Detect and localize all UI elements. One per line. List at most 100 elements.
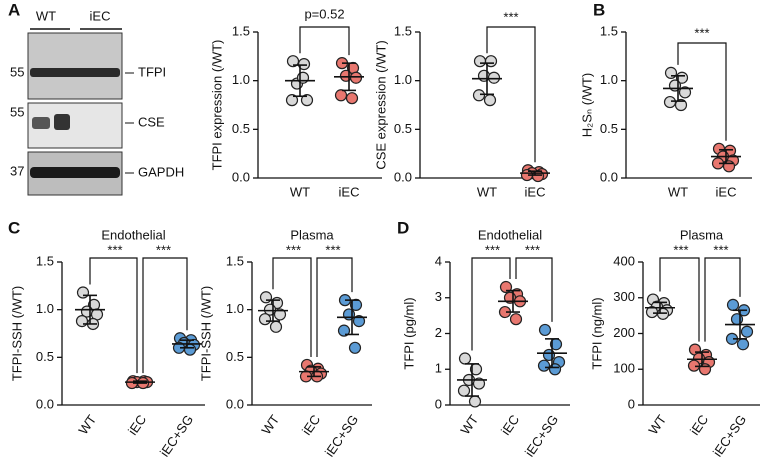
- chart-title: Endothelial: [101, 227, 165, 242]
- data-point: [663, 95, 677, 109]
- error-bar: [293, 64, 307, 98]
- y-tick-label: 100: [613, 361, 635, 376]
- significance-bracket: [142, 257, 188, 374]
- x-tick-label: WT: [258, 412, 282, 437]
- data-point: [468, 395, 482, 408]
- y-axis-label: TFPI-SSH (/WT): [198, 286, 213, 381]
- y-tick-label: 4: [435, 253, 442, 268]
- significance-label: ***: [694, 25, 709, 40]
- error-bar: [695, 351, 709, 368]
- data-point: [76, 286, 90, 299]
- error-bar: [671, 75, 685, 102]
- y-axis-label: TFPI (ng/ml): [589, 297, 604, 369]
- data-point: [722, 160, 736, 173]
- significance-label: ***: [107, 242, 122, 257]
- mw-marker: 55: [10, 64, 24, 79]
- data-point: [458, 352, 472, 365]
- data-point: [297, 58, 311, 71]
- y-tick-label: 0.5: [394, 121, 412, 136]
- data-point: [473, 55, 487, 68]
- significance-label: ***: [325, 242, 340, 257]
- y-tick-label: 1.5: [232, 23, 250, 38]
- y-tick-label: 1.0: [394, 72, 412, 87]
- x-tick-label: iEC: [525, 184, 546, 199]
- significance-label: p=0.52: [304, 6, 344, 21]
- y-tick-label: 400: [613, 253, 635, 268]
- y-tick-label: 1.0: [600, 72, 618, 87]
- significance-bracket: [515, 257, 553, 322]
- error-bar: [480, 62, 494, 96]
- error-bar: [719, 148, 733, 165]
- significance-label: ***: [503, 9, 518, 24]
- x-tick-label: iEC+SG: [322, 412, 361, 459]
- y-axis-label: CSE expression (/WT): [373, 40, 388, 169]
- data-point: [348, 341, 362, 354]
- chart-title: Plasma: [290, 227, 334, 242]
- data-point: [334, 89, 348, 102]
- mw-marker: 37: [10, 163, 24, 178]
- data-point: [477, 69, 491, 82]
- y-tick-label: 0.0: [600, 169, 618, 184]
- data-point: [285, 94, 299, 107]
- data-point: [678, 86, 692, 99]
- data-point: [531, 169, 545, 183]
- significance-bracket: [471, 257, 511, 351]
- y-tick-label: 0: [628, 396, 635, 411]
- lane-label: iEC: [90, 8, 111, 23]
- data-point: [726, 298, 740, 311]
- x-tick-label: WT: [477, 184, 497, 199]
- data-point: [675, 71, 689, 84]
- x-tick-label: WT: [290, 184, 310, 199]
- mw-marker: 55: [10, 104, 24, 119]
- data-point: [664, 66, 678, 79]
- data-point: [483, 94, 497, 107]
- data-point: [345, 92, 359, 105]
- y-tick-label: 1.0: [226, 301, 244, 316]
- panel-label: B: [593, 0, 605, 19]
- x-tick-label: WT: [668, 184, 688, 199]
- x-tick-label: iEC: [687, 412, 711, 438]
- y-tick-label: 0.5: [232, 121, 250, 136]
- panel-label: A: [8, 0, 20, 19]
- x-tick-label: iEC: [339, 184, 360, 199]
- data-point: [487, 71, 501, 84]
- y-tick-label: 1.5: [36, 253, 54, 268]
- error-bar: [345, 299, 359, 336]
- y-tick-label: 1: [435, 361, 442, 376]
- error-bar: [465, 363, 479, 397]
- data-point: [259, 291, 273, 304]
- data-point: [300, 94, 314, 107]
- y-axis-label: TFPI-SSH (/WT): [9, 286, 24, 381]
- y-tick-label: 0.0: [36, 396, 54, 411]
- y-tick-label: 0.0: [232, 169, 250, 184]
- data-point: [269, 320, 283, 333]
- blot: WT iEC 55 55 37 TFPI CSE GAPDH: [10, 8, 184, 196]
- significance-bracket: [316, 257, 353, 357]
- data-point: [339, 69, 353, 82]
- error-bar: [307, 366, 321, 378]
- data-point: [258, 313, 272, 326]
- x-tick-label: iEC+SG: [157, 412, 196, 459]
- band-label: CSE: [138, 114, 165, 129]
- data-point: [537, 359, 551, 372]
- y-tick-label: 0.0: [394, 169, 412, 184]
- lane-label: WT: [36, 8, 56, 23]
- significance-bracket: [272, 257, 312, 357]
- data-point: [730, 313, 744, 326]
- data-point: [668, 79, 682, 92]
- chart-title: Endothelial: [478, 227, 542, 242]
- significance-bracket: [486, 26, 536, 163]
- significance-label: ***: [713, 242, 728, 257]
- error-bar: [342, 62, 356, 92]
- band-label: TFPI: [138, 64, 166, 79]
- y-tick-label: 1.5: [226, 253, 244, 268]
- data-point: [548, 363, 562, 376]
- data-point: [296, 71, 310, 84]
- y-tick-label: 300: [613, 289, 635, 304]
- significance-bracket: [677, 42, 727, 141]
- error-bar: [528, 170, 542, 176]
- y-tick-label: 1.0: [232, 72, 250, 87]
- data-point: [736, 338, 750, 351]
- data-point: [542, 348, 556, 362]
